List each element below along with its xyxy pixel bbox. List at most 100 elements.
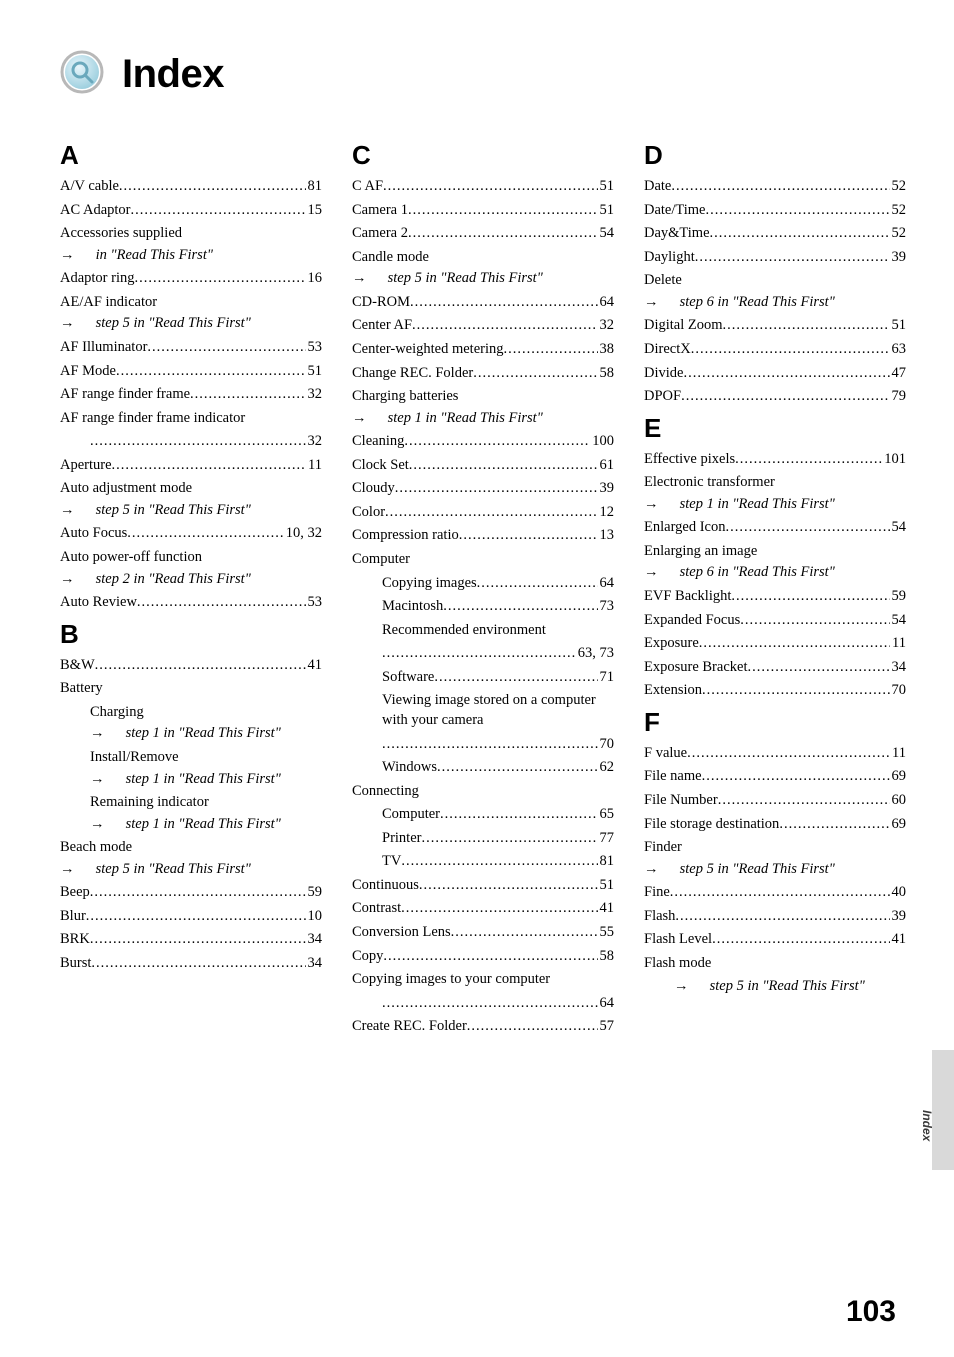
- leader-dots: [702, 767, 890, 787]
- leader-dots: [95, 656, 306, 676]
- index-group-label: Delete: [644, 271, 906, 291]
- index-entry-label: EVF Backlight: [644, 587, 731, 607]
- index-entry: AF Illuminator53: [60, 338, 322, 358]
- arrow-icon: →: [106, 724, 122, 744]
- index-entry-label: DirectX: [644, 340, 691, 360]
- index-entry-label: Copy: [352, 947, 383, 967]
- index-entry: Software71: [352, 668, 614, 688]
- index-entry-label: Compression ratio: [352, 526, 459, 546]
- index-entry: Daylight39: [644, 248, 906, 268]
- index-entry: Auto Review53: [60, 593, 322, 613]
- index-group: Delete→ step 6 in "Read This First": [644, 271, 906, 312]
- leader-dots: [116, 362, 306, 382]
- index-entry-label: Copying images: [382, 574, 477, 594]
- leader-dots: [710, 224, 890, 244]
- index-entry-page: 11: [890, 634, 906, 654]
- index-group-label: Auto adjustment mode: [60, 479, 322, 499]
- index-entry: File name69: [644, 767, 906, 787]
- index-subgroup: Charging→ step 1 in "Read This First": [60, 703, 322, 744]
- leader-dots: [681, 387, 889, 407]
- index-group: Auto adjustment mode→ step 5 in "Read Th…: [60, 479, 322, 520]
- index-entry: DPOF79: [644, 387, 906, 407]
- leader-dots: [451, 923, 598, 943]
- index-step-ref: → step 1 in "Read This First": [90, 815, 322, 835]
- index-group: Copying images to your computer: [352, 970, 614, 990]
- leader-dots: [443, 597, 597, 617]
- index-entry: AF Mode51: [60, 362, 322, 382]
- arrow-icon: →: [76, 570, 92, 590]
- index-group-label: Electronic transformer: [644, 473, 906, 493]
- leader-dots: [130, 201, 305, 221]
- index-group: Connecting: [352, 782, 614, 802]
- index-entry: Computer65: [352, 805, 614, 825]
- leader-dots: [706, 201, 890, 221]
- index-group-label: Finder: [644, 838, 906, 858]
- index-step-ref: → step 2 in "Read This First": [60, 570, 322, 590]
- index-entry: DirectX63: [644, 340, 906, 360]
- leader-dots: [382, 735, 598, 755]
- index-entry: Exposure11: [644, 634, 906, 654]
- leader-dots: [404, 432, 590, 452]
- index-entry-label: Aperture: [60, 456, 112, 476]
- index-entry: CD-ROM64: [352, 293, 614, 313]
- index-entry-page: 69: [890, 767, 907, 787]
- index-entry-page: 58: [598, 947, 615, 967]
- leader-dots: [747, 658, 889, 678]
- page-number: 103: [846, 1295, 896, 1329]
- index-group: Computer: [352, 550, 614, 570]
- index-entry-label: Date: [644, 177, 671, 197]
- index-entry-page: 40: [890, 883, 907, 903]
- index-entry-label: Expanded Focus: [644, 611, 740, 631]
- index-step-ref: → in "Read This First": [60, 246, 322, 266]
- section-letter: C: [352, 140, 614, 171]
- index-entry: BRK34: [60, 930, 322, 950]
- leader-dots: [408, 201, 598, 221]
- index-group-label: Candle mode: [352, 248, 614, 268]
- leader-dots: [467, 1017, 598, 1037]
- index-entry: Day&Time52: [644, 224, 906, 244]
- leader-dots: [90, 930, 306, 950]
- leader-dots: [695, 248, 890, 268]
- arrow-icon: →: [690, 977, 706, 997]
- index-entry: Adaptor ring16: [60, 269, 322, 289]
- index-entry-label: AF Mode: [60, 362, 116, 382]
- index-entry: 32: [60, 432, 322, 452]
- index-entry-label: BRK: [60, 930, 90, 950]
- index-group-label: Flash mode: [644, 954, 906, 974]
- index-entry-label: Camera 2: [352, 224, 408, 244]
- index-entry: File storage destination69: [644, 815, 906, 835]
- leader-dots: [671, 177, 889, 197]
- index-group-label: AE/AF indicator: [60, 293, 322, 313]
- index-entry-label: Flash: [644, 907, 675, 927]
- leader-dots: [137, 593, 306, 613]
- leader-dots: [731, 587, 889, 607]
- index-entry-page: 69: [890, 815, 907, 835]
- leader-dots: [725, 518, 889, 538]
- index-entry-label: Day&Time: [644, 224, 710, 244]
- index-entry-label: Beep: [60, 883, 90, 903]
- leader-dots: [683, 364, 889, 384]
- index-entry-page: 11: [890, 744, 906, 764]
- arrow-icon: →: [660, 860, 676, 880]
- leader-dots: [735, 450, 882, 470]
- index-entry: 63, 73: [352, 644, 614, 664]
- index-entry: Burst34: [60, 954, 322, 974]
- leader-dots: [382, 644, 576, 664]
- index-entry-page: 52: [890, 177, 907, 197]
- arrow-icon: →: [76, 860, 92, 880]
- index-entry-label: Camera 1: [352, 201, 408, 221]
- index-entry-page: 32: [306, 385, 323, 405]
- leader-dots: [473, 364, 597, 384]
- index-entry-page: 59: [890, 587, 907, 607]
- index-column: AA/V cable81AC Adaptor15Accessories supp…: [60, 134, 322, 1041]
- index-entry-label: Adaptor ring: [60, 269, 135, 289]
- index-entry-label: Effective pixels: [644, 450, 735, 470]
- index-entry-page: 54: [598, 224, 615, 244]
- index-entry-page: 55: [598, 923, 615, 943]
- index-group: Battery: [60, 679, 322, 699]
- index-group-label: Enlarging an image: [644, 542, 906, 562]
- index-entry-label: DPOF: [644, 387, 681, 407]
- section-letter: D: [644, 140, 906, 171]
- leader-dots: [401, 852, 597, 872]
- index-entry-label: Auto Review: [60, 593, 137, 613]
